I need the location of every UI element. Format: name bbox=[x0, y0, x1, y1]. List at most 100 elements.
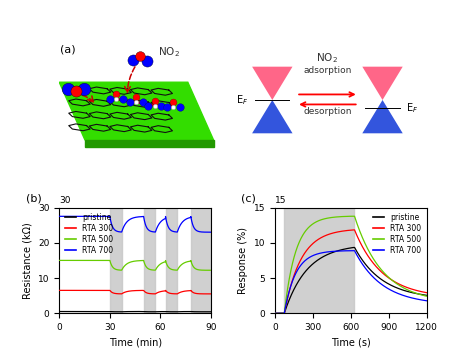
pristine bbox=[194, 310, 200, 314]
RTA 500 bbox=[89, 258, 95, 263]
pristine bbox=[151, 310, 156, 314]
RTA 300 bbox=[194, 291, 200, 296]
RTA 300 bbox=[272, 311, 278, 315]
RTA 700 bbox=[272, 311, 278, 315]
Text: (a): (a) bbox=[60, 44, 76, 55]
RTA 300 bbox=[56, 288, 62, 293]
Line: RTA 300: RTA 300 bbox=[275, 230, 427, 313]
Text: NO$_2$: NO$_2$ bbox=[158, 45, 180, 59]
RTA 300 bbox=[277, 311, 283, 315]
RTA 700 bbox=[388, 288, 393, 292]
RTA 700 bbox=[208, 230, 214, 234]
pristine bbox=[343, 247, 349, 251]
Bar bbox=[110, 208, 122, 313]
Text: desorption: desorption bbox=[303, 107, 352, 115]
Text: adsorption: adsorption bbox=[303, 65, 352, 75]
RTA 700 bbox=[365, 269, 370, 273]
RTA 300 bbox=[89, 288, 95, 293]
pristine bbox=[388, 283, 393, 287]
RTA 700 bbox=[151, 230, 156, 234]
RTA 500 bbox=[194, 267, 200, 271]
RTA 500 bbox=[330, 215, 336, 219]
RTA 700 bbox=[352, 249, 357, 253]
RTA 500 bbox=[99, 258, 104, 263]
Polygon shape bbox=[252, 100, 292, 133]
RTA 300 bbox=[365, 253, 370, 257]
RTA 300 bbox=[208, 292, 214, 296]
RTA 500 bbox=[272, 311, 278, 315]
Polygon shape bbox=[362, 67, 403, 100]
pristine bbox=[208, 310, 214, 314]
RTA 300 bbox=[424, 290, 429, 295]
Bar bbox=[284, 208, 355, 313]
Y-axis label: Resistance (kΩ): Resistance (kΩ) bbox=[22, 222, 33, 299]
Legend: pristine, RTA 300, RTA 500, RTA 700: pristine, RTA 300, RTA 500, RTA 700 bbox=[63, 211, 115, 256]
Text: (b): (b) bbox=[26, 193, 42, 203]
RTA 700 bbox=[360, 263, 366, 268]
Polygon shape bbox=[85, 140, 213, 147]
Line: RTA 500: RTA 500 bbox=[275, 216, 427, 313]
Text: 30: 30 bbox=[59, 196, 71, 206]
Polygon shape bbox=[362, 100, 403, 133]
pristine bbox=[208, 310, 214, 314]
RTA 700 bbox=[208, 230, 214, 234]
X-axis label: Time (s): Time (s) bbox=[331, 338, 371, 347]
RTA 700 bbox=[194, 228, 200, 233]
RTA 300 bbox=[343, 228, 349, 233]
Text: NO$_2$: NO$_2$ bbox=[317, 51, 338, 65]
Line: RTA 700: RTA 700 bbox=[275, 251, 427, 313]
pristine bbox=[330, 250, 336, 254]
RTA 300 bbox=[360, 246, 366, 250]
RTA 300 bbox=[388, 277, 393, 281]
Polygon shape bbox=[252, 67, 292, 100]
RTA 500 bbox=[277, 311, 283, 315]
pristine bbox=[56, 309, 62, 314]
Line: RTA 500: RTA 500 bbox=[59, 260, 211, 270]
Text: 15: 15 bbox=[275, 196, 286, 206]
RTA 700 bbox=[148, 229, 154, 233]
RTA 500 bbox=[56, 258, 62, 263]
RTA 500 bbox=[208, 268, 214, 272]
RTA 300 bbox=[99, 288, 104, 293]
Bar bbox=[191, 208, 211, 313]
Bar bbox=[165, 208, 177, 313]
X-axis label: Time (min): Time (min) bbox=[109, 338, 162, 347]
pristine bbox=[360, 259, 366, 264]
RTA 700 bbox=[89, 214, 95, 219]
RTA 500 bbox=[151, 268, 156, 272]
RTA 700 bbox=[424, 298, 429, 303]
Y-axis label: Response (%): Response (%) bbox=[238, 227, 248, 294]
RTA 300 bbox=[151, 292, 156, 296]
RTA 300 bbox=[352, 228, 357, 232]
RTA 700 bbox=[56, 214, 62, 219]
Legend: pristine, RTA 300, RTA 500, RTA 700: pristine, RTA 300, RTA 500, RTA 700 bbox=[371, 211, 423, 256]
Polygon shape bbox=[59, 82, 213, 140]
pristine bbox=[424, 293, 429, 297]
pristine bbox=[277, 311, 283, 315]
Text: E$_F$: E$_F$ bbox=[236, 93, 248, 107]
RTA 300 bbox=[208, 292, 214, 296]
Bar bbox=[144, 208, 155, 313]
Text: E$_F$: E$_F$ bbox=[406, 101, 419, 115]
pristine bbox=[272, 311, 278, 315]
RTA 500 bbox=[365, 246, 370, 250]
RTA 700 bbox=[277, 311, 283, 315]
RTA 700 bbox=[330, 249, 336, 253]
Line: RTA 300: RTA 300 bbox=[59, 290, 211, 294]
RTA 500 bbox=[424, 294, 429, 298]
RTA 500 bbox=[360, 238, 366, 242]
Text: (c): (c) bbox=[241, 193, 256, 203]
pristine bbox=[99, 309, 104, 314]
Line: pristine: pristine bbox=[275, 247, 427, 313]
RTA 700 bbox=[99, 214, 104, 219]
RTA 500 bbox=[352, 214, 357, 218]
RTA 500 bbox=[148, 268, 154, 272]
pristine bbox=[89, 309, 95, 314]
pristine bbox=[365, 264, 370, 269]
RTA 300 bbox=[330, 231, 336, 235]
RTA 500 bbox=[388, 277, 393, 281]
RTA 500 bbox=[208, 268, 214, 272]
RTA 500 bbox=[343, 214, 349, 219]
Line: RTA 700: RTA 700 bbox=[59, 216, 211, 232]
pristine bbox=[352, 245, 357, 250]
